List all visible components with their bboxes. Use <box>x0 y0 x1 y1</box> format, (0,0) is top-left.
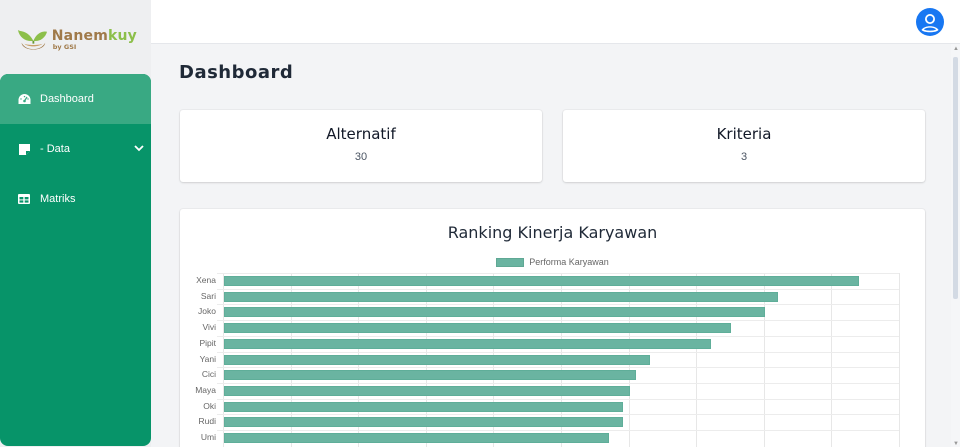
chart-bar[interactable] <box>224 417 623 428</box>
gridline-horizontal <box>217 398 899 400</box>
brand-logo[interactable]: Nanemkuy by GSI <box>17 24 137 56</box>
ranking-chart-card: Ranking Kinerja Karyawan Performa Karyaw… <box>180 209 925 447</box>
gridline-horizontal <box>217 414 899 416</box>
chart-row: Xena <box>196 273 899 289</box>
gridline-horizontal <box>217 335 899 337</box>
gridline-vertical <box>899 273 900 447</box>
stat-value: 3 <box>740 151 748 163</box>
sidebar-nav: Dashboard - Data Matriks <box>0 74 151 446</box>
stat-card-kriteria[interactable]: Kriteria 3 <box>563 110 925 182</box>
gridline-horizontal <box>217 273 899 274</box>
category-label: Joko <box>198 306 216 317</box>
chart-row: Pipit <box>199 336 899 352</box>
chart-bar[interactable] <box>224 276 860 286</box>
chart-bar[interactable] <box>224 433 610 443</box>
stat-title: Kriteria <box>716 125 772 143</box>
scroll-up-icon[interactable]: ▲ <box>953 46 959 52</box>
note-icon <box>17 142 31 156</box>
chart-row: Yani <box>200 352 899 368</box>
gridline-horizontal <box>217 367 899 369</box>
sidebar-item-matriks[interactable]: Matriks <box>0 174 151 224</box>
category-label: Yani <box>199 353 216 364</box>
top-header <box>151 0 960 44</box>
chart-bar[interactable] <box>224 385 630 396</box>
brand-name-part2: kuy <box>107 28 137 45</box>
stat-card-alternatif[interactable]: Alternatif 30 <box>180 110 542 182</box>
category-label: Umi <box>200 432 216 442</box>
chart-row: Vivi <box>202 320 899 336</box>
gridline-horizontal <box>217 320 899 322</box>
category-label: Rudi <box>198 416 216 427</box>
gridline-horizontal <box>217 288 899 290</box>
chart-row: Oki <box>203 399 899 415</box>
gridline-vertical <box>763 273 765 447</box>
gridline-vertical <box>696 273 698 447</box>
stat-value: 30 <box>354 151 368 163</box>
chart-title: Ranking Kinerja Karyawan <box>447 223 658 242</box>
gauge-icon <box>17 92 31 106</box>
chart-bar[interactable] <box>224 291 779 302</box>
legend-swatch <box>496 257 525 267</box>
category-label: Pipit <box>199 337 216 348</box>
sidebar-item-dashboard[interactable]: Dashboard <box>0 74 151 124</box>
chart-bar[interactable] <box>224 354 650 365</box>
category-label: Sari <box>200 290 216 301</box>
chart-legend[interactable]: Performa Karyawan <box>180 257 925 267</box>
chart-row: Maya <box>195 383 899 399</box>
chart-row: Sari <box>201 289 899 305</box>
sidebar-item-data[interactable]: - Data <box>0 124 151 174</box>
chart-row: Rudi <box>199 414 899 430</box>
brand-byline: by GSI <box>52 43 77 52</box>
chart-bar[interactable] <box>224 338 711 349</box>
chart-bar[interactable] <box>224 323 731 334</box>
category-label: Vivi <box>202 322 216 333</box>
gridline-horizontal <box>217 304 899 306</box>
gridline-horizontal <box>217 351 899 353</box>
chart-row: Cici <box>202 367 899 383</box>
category-label: Cici <box>201 369 216 380</box>
gridline-vertical <box>831 273 833 447</box>
category-label: Maya <box>195 384 216 395</box>
category-label: Xena <box>196 275 216 285</box>
gridline-horizontal <box>217 430 899 431</box>
user-circle-icon[interactable] <box>916 8 944 36</box>
sidebar-item-label: - Data <box>40 143 70 155</box>
category-label: Oki <box>203 400 216 411</box>
chart-row: Joko <box>198 304 899 320</box>
bar-chart-plot: Xena Sari Joko Vivi Pipit Yani Cici Maya Oki Rudi… <box>195 273 900 447</box>
sidebar-item-label: Matriks <box>40 193 76 205</box>
gridline-horizontal <box>217 382 899 384</box>
page-title: Dashboard <box>179 62 294 83</box>
chart-bar[interactable] <box>224 370 637 381</box>
table-icon <box>17 192 31 206</box>
legend-label: Performa Karyawan <box>529 257 609 267</box>
chevron-down-icon[interactable] <box>133 142 145 154</box>
stat-title: Alternatif <box>326 125 396 143</box>
scroll-down-icon[interactable]: ▼ <box>953 441 959 447</box>
chart-bar[interactable] <box>224 401 623 412</box>
sprout-bowl-icon <box>17 29 48 50</box>
chart-row: Umi <box>201 430 899 446</box>
gridline-vertical <box>223 273 224 447</box>
chart-bar[interactable] <box>224 307 765 318</box>
page-scrollbar[interactable]: ▲ ▼ <box>951 44 960 447</box>
brand-name-part1: Nanem <box>51 28 108 45</box>
sidebar-item-label: Dashboard <box>40 93 94 105</box>
scrollbar-thumb[interactable] <box>953 57 958 299</box>
